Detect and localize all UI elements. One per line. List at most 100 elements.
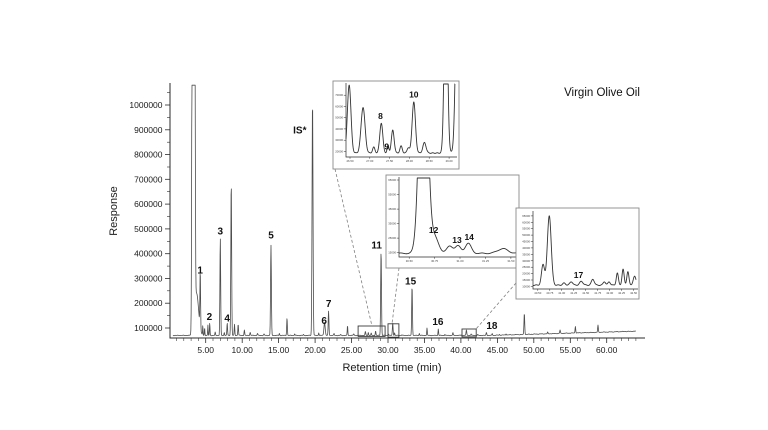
- axes: [169, 83, 645, 339]
- inset-y-tick-label: 30000: [335, 138, 343, 142]
- inset-y-tick-label: 55000: [522, 227, 530, 231]
- y-tick-label: 1000000: [129, 100, 162, 110]
- inset-y-tick-label: 35000: [522, 252, 530, 256]
- inset-x-tick-label: 42.00: [606, 291, 613, 295]
- inset-frame: [515, 207, 640, 300]
- inset-peak-label-8: 8: [378, 111, 383, 121]
- inset-axes: [398, 177, 518, 258]
- inset-y-tick-label: 50000: [522, 233, 530, 237]
- inset-peak-17: 10000 15000 20000 25000 30000 35000 40000 45000…: [515, 207, 640, 300]
- inset-x-tick-label: 40.50: [534, 291, 541, 295]
- x-tick-label: 60.00: [596, 345, 618, 355]
- inset-trace: [398, 177, 517, 255]
- inset-peak-label-13: 13: [452, 235, 462, 245]
- inset-frame: [332, 80, 460, 170]
- inset-plots: 20000 30000 40000 50000 60000 70000 26.50 27.00…: [332, 80, 640, 300]
- peak-label-18: 18: [486, 321, 498, 332]
- inset-x-tick-label: 29.00: [446, 159, 453, 163]
- inset-frame: [385, 174, 520, 269]
- inset-x-tick-label: 41.25: [570, 291, 577, 295]
- x-axis-title: Retention time (min): [342, 362, 441, 374]
- peak-label-2: 2: [207, 312, 213, 323]
- peak-label-4: 4: [224, 314, 230, 325]
- peak-label-7: 7: [326, 299, 332, 310]
- inset-x-tick-label: 30.50: [406, 259, 413, 263]
- y-tick-label: 100000: [134, 323, 163, 333]
- inset-x-tick-label: 40.75: [546, 291, 553, 295]
- inset-y-tick-label: 10000: [522, 284, 530, 288]
- y-tick-label: 200000: [134, 298, 163, 308]
- main-plot: 100000 200000 300000 400000 500000 600000 7000…: [129, 83, 645, 355]
- inset-x-tick-label: 27.00: [366, 159, 373, 163]
- peak-label-11: 11: [371, 241, 382, 252]
- inset-peak-label-14: 14: [464, 232, 474, 242]
- x-tick-label: 10.00: [232, 345, 254, 355]
- peak-label-5: 5: [268, 230, 274, 241]
- inset-y-tick-label: 15000: [522, 278, 530, 282]
- y-axis-title: Response: [108, 186, 120, 236]
- inset-trace: [532, 215, 637, 286]
- zoom-connector-2: [391, 267, 400, 325]
- y-tick-label: 300000: [134, 273, 163, 283]
- inset-axes: [345, 83, 457, 158]
- y-tick-label: 600000: [134, 199, 163, 209]
- inset-y-tick-label: 40000: [522, 246, 530, 250]
- x-tick-label: 55.00: [560, 345, 582, 355]
- inset-x-tick-label: 27.50: [386, 159, 393, 163]
- inset-x-tick-label: 31.00: [457, 259, 464, 263]
- annotations: [334, 168, 517, 338]
- peak-label-1: 1: [197, 266, 203, 277]
- inset-y-tick-label: 60000: [522, 220, 530, 224]
- inset-x-tick-label: 28.00: [406, 159, 413, 163]
- inset-x-tick-label: 28.50: [426, 159, 433, 163]
- x-tick-label: 40.00: [450, 345, 472, 355]
- inset-y-tick-label: 25000: [388, 236, 396, 240]
- inset-peak-label-12: 12: [429, 225, 439, 235]
- inset-y-tick-label: 45000: [388, 207, 396, 211]
- inset-peak-label-9: 9: [384, 142, 389, 152]
- inset-x-tick-label: 41.00: [558, 291, 565, 295]
- inset-peak-label-10: 10: [409, 90, 419, 100]
- inset-peak-label-17: 17: [574, 270, 584, 280]
- inset-y-tick-label: 30000: [522, 259, 530, 263]
- inset-y-tick-label: 35000: [388, 222, 396, 226]
- inset-y-tick-label: 50000: [335, 116, 343, 120]
- y-tick-label: 500000: [134, 224, 163, 234]
- x-tick-label: 50.00: [523, 345, 545, 355]
- peak-label-6: 6: [321, 316, 327, 327]
- inset-x-tick-label: 30.75: [431, 259, 438, 263]
- inset-x-tick-label: 41.75: [594, 291, 601, 295]
- inset-x-tick-label: 31.50: [507, 259, 514, 263]
- inset-x-tick-label: 42.50: [630, 291, 637, 295]
- inset-y-tick-label: 20000: [335, 149, 343, 153]
- inset-x-tick-label: 26.50: [347, 159, 354, 163]
- peak-label-16: 16: [432, 317, 444, 328]
- y-tick-label: 800000: [134, 150, 163, 160]
- inset-peaks-8-9-10: 20000 30000 40000 50000 60000 70000 26.50 27.00…: [332, 80, 460, 170]
- inset-y-tick-label: 70000: [335, 93, 343, 97]
- x-tick-label: 30.00: [377, 345, 399, 355]
- y-tick-label: 400000: [134, 249, 163, 259]
- inset-x-tick-label: 42.25: [618, 291, 625, 295]
- x-tick-label: 45.00: [487, 345, 509, 355]
- y-tick-label: 900000: [134, 125, 163, 135]
- inset-peaks-12-13-14: 15000 25000 35000 45000 55000 65000 30.50 30.75…: [385, 174, 520, 269]
- x-tick-label: 35.00: [414, 345, 436, 355]
- main-trace: [172, 84, 637, 337]
- y-tick-label: 700000: [134, 174, 163, 184]
- inset-x-tick-label: 31.25: [482, 259, 489, 263]
- chart-title: Virgin Olive Oil: [564, 87, 640, 99]
- inset-y-tick-label: 60000: [335, 105, 343, 109]
- inset-y-tick-label: 20000: [522, 272, 530, 276]
- zoom-region-box-2: [387, 323, 400, 338]
- peak-label-15: 15: [405, 276, 417, 287]
- x-tick-label: 25.00: [341, 345, 363, 355]
- inset-y-tick-label: 40000: [335, 127, 343, 131]
- inset-y-tick-label: 15000: [388, 251, 396, 255]
- zoom-connector-1: [334, 168, 373, 327]
- inset-trace: [345, 83, 456, 154]
- inset-y-tick-label: 65000: [388, 178, 396, 182]
- inset-y-tick-label: 65000: [522, 214, 530, 218]
